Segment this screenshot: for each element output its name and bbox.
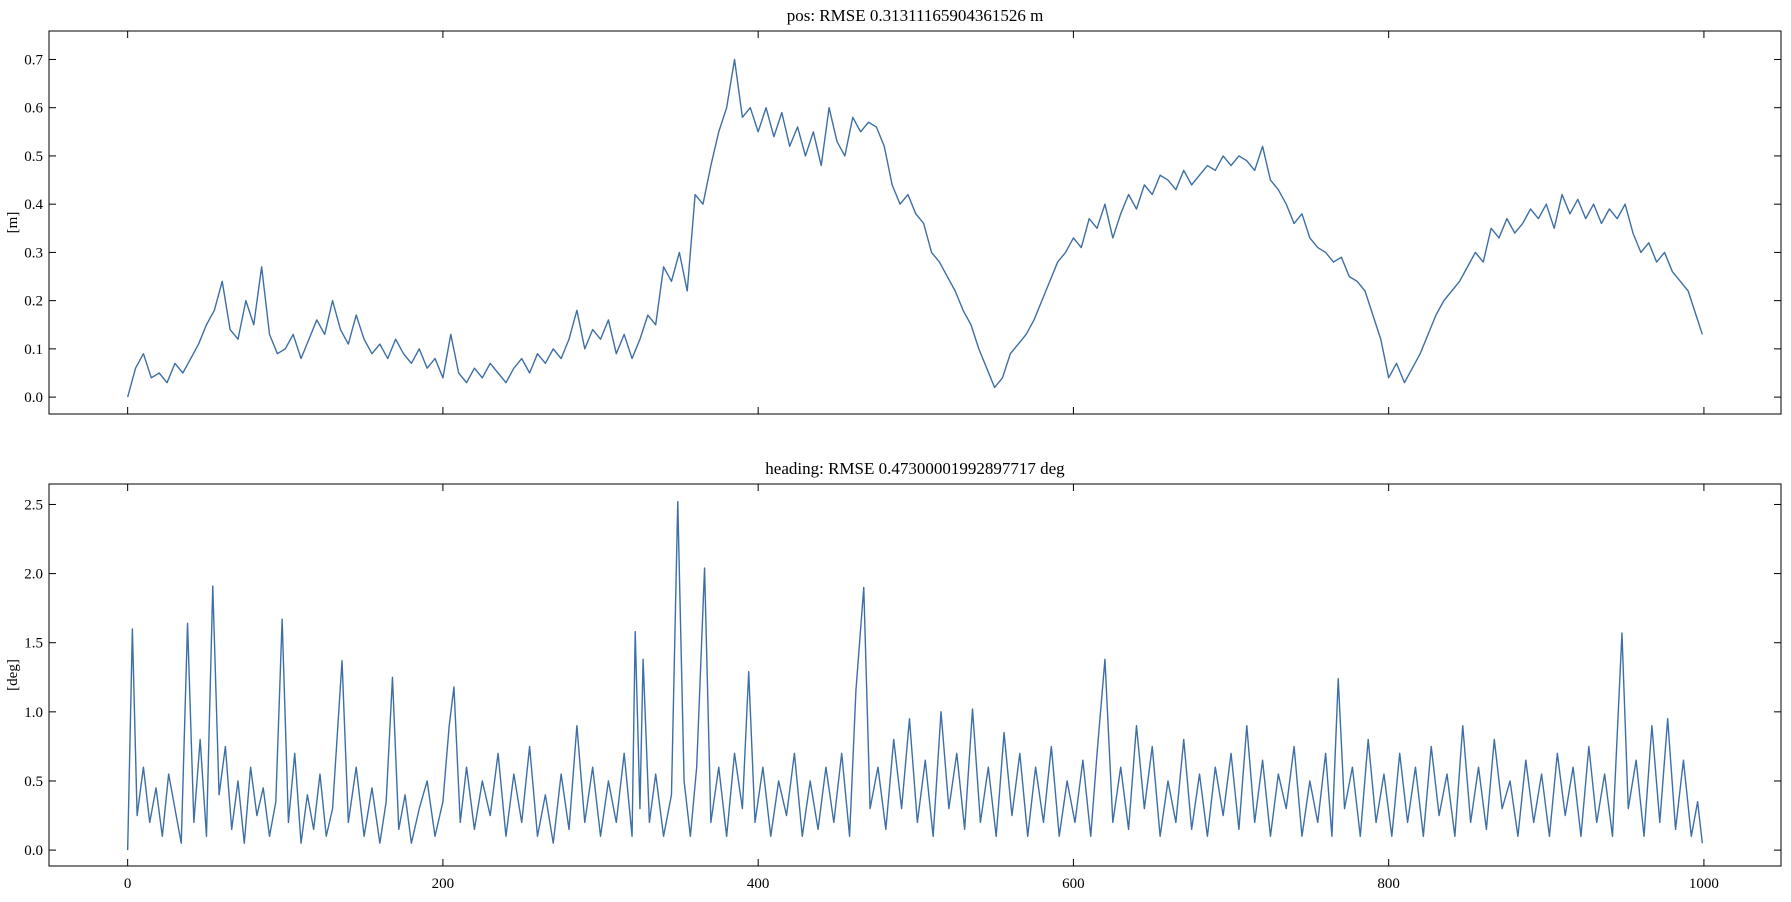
y-tick-label: 0.2 [24, 294, 43, 310]
y-tick-label: 1.5 [24, 636, 43, 652]
y-tick-label: 0.6 [24, 101, 43, 117]
x-tick-label: 0 [124, 876, 132, 892]
chart-title: heading: RMSE 0.47300001992897717 deg [765, 459, 1065, 478]
y-tick-label: 0.0 [24, 390, 43, 406]
y-tick-label: 1.0 [24, 705, 43, 721]
x-tick-label: 200 [432, 876, 455, 892]
y-axis-label: [deg] [5, 659, 21, 691]
data-line [126, 58, 1704, 398]
y-tick-label: 0.0 [24, 843, 43, 859]
y-tick-label: 0.5 [24, 149, 43, 165]
x-tick-label: 400 [747, 876, 770, 892]
plot-frame [48, 483, 1782, 867]
x-tick-label: 800 [1377, 876, 1400, 892]
plot-frame [48, 30, 1782, 415]
y-tick-label: 2.5 [24, 497, 43, 513]
chart-title: pos: RMSE 0.31311165904361526 m [787, 6, 1044, 25]
y-tick-label: 0.3 [24, 245, 43, 261]
x-tick-label: 600 [1062, 876, 1085, 892]
y-tick-label: 0.1 [24, 342, 43, 358]
y-tick-label: 0.7 [24, 52, 43, 68]
y-tick-label: 0.4 [24, 197, 43, 213]
y-axis-label: [m] [5, 212, 21, 234]
data-line [126, 501, 1704, 851]
y-tick-label: 2.0 [24, 567, 43, 583]
y-tick-label: 0.5 [24, 774, 43, 790]
x-tick-label: 1000 [1689, 876, 1719, 892]
